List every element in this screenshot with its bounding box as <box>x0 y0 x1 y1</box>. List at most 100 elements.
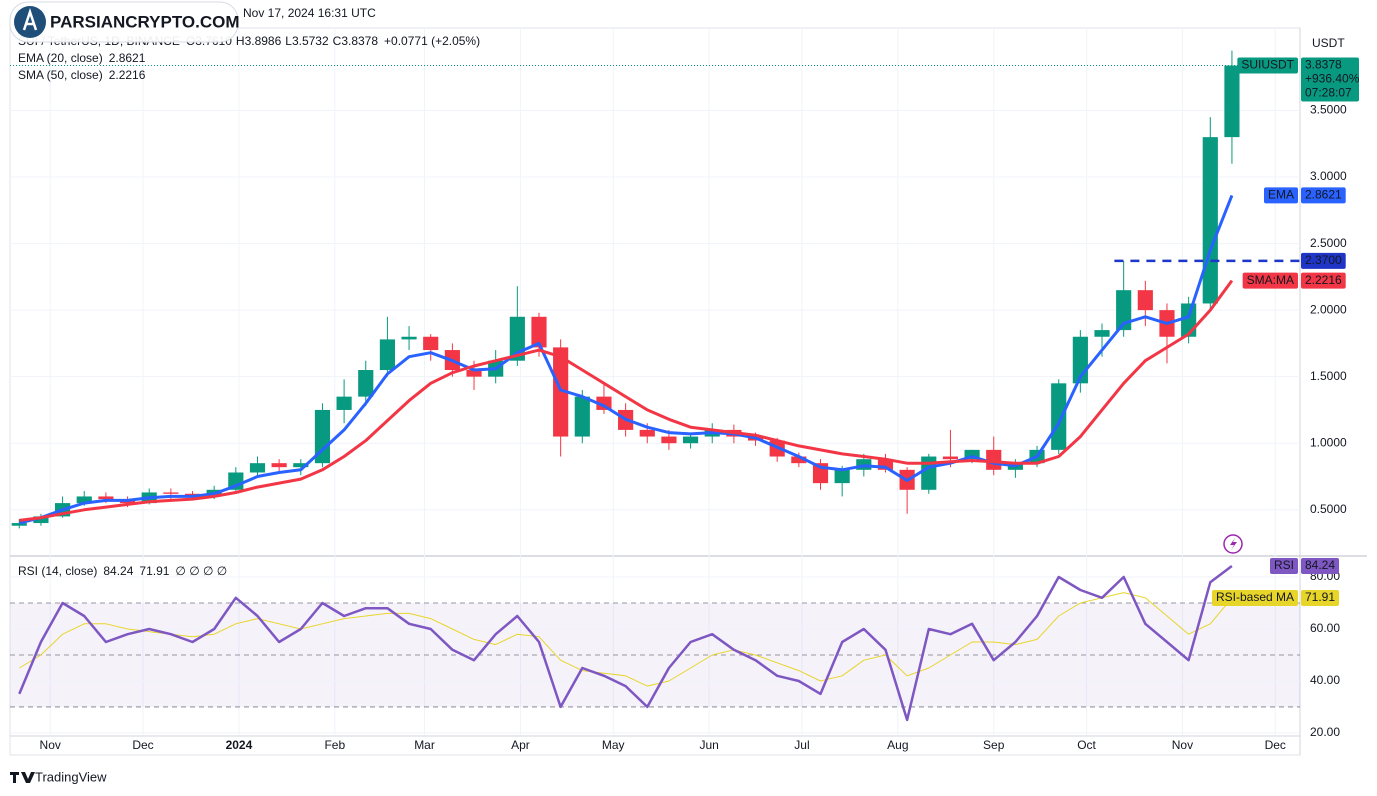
last-price: 3.8378 <box>1305 58 1342 72</box>
published: Nov 17, 2024 16:31 UTC <box>243 6 376 20</box>
ohlc-key: L <box>285 34 292 48</box>
candle-body <box>553 347 569 437</box>
y-tick-label: 1.0000 <box>1310 435 1347 449</box>
level-badge-text: 2.3700 <box>1305 253 1342 267</box>
alert-bolt[interactable] <box>1230 538 1237 550</box>
indicator-name-badge <box>1263 187 1298 204</box>
x-tick-label: Mar <box>414 738 435 752</box>
candle <box>379 316 395 377</box>
y-tick-label: 20.00 <box>1310 725 1340 739</box>
candle <box>1051 379 1067 454</box>
indicator-name-badge <box>1242 272 1298 289</box>
indicator-name-badge-text: EMA <box>1268 188 1294 202</box>
symbol-badge <box>1237 57 1298 74</box>
countdown: 07:28:07 <box>1305 86 1352 100</box>
candle-body <box>76 496 92 504</box>
series-name-badge <box>1269 557 1298 574</box>
candle-body <box>98 496 114 500</box>
candle <box>921 453 937 494</box>
candle-body <box>682 436 699 444</box>
last-price-badge <box>1301 57 1359 102</box>
candle-body <box>639 429 655 437</box>
candle-body <box>271 463 287 468</box>
currency-label: USDT <box>1312 36 1345 50</box>
candle-body <box>401 336 417 340</box>
legend-name: EMA (20, close) <box>18 51 103 65</box>
candle <box>293 459 309 476</box>
x-tick-label: May <box>602 738 625 752</box>
candle <box>249 456 266 477</box>
candle-body <box>314 409 331 464</box>
candle-body <box>163 492 179 494</box>
candle-body <box>358 370 374 397</box>
candle-body <box>423 336 439 351</box>
y-tick-label: 0.5000 <box>1310 502 1347 516</box>
y-tick-label: 60.00 <box>1310 621 1340 635</box>
candle-body <box>986 449 1002 470</box>
candle-body <box>1224 65 1240 138</box>
ohlc-value: 3.8378 <box>341 34 378 48</box>
legend-value: 2.8621 <box>109 51 146 65</box>
series-value-badge <box>1301 590 1340 607</box>
x-tick-label: 2024 <box>226 738 253 752</box>
candle-body <box>1094 330 1110 337</box>
indicator-line <box>18 194 1234 525</box>
candle <box>11 519 27 529</box>
rsi-line <box>19 592 1233 687</box>
ohlc-value: 3.8986 <box>245 34 282 48</box>
series-value-badge-text: 71.91 <box>1305 590 1335 604</box>
x-tick-label: Jun <box>699 738 718 752</box>
candle-body <box>1137 290 1153 311</box>
footer-text: TradingView <box>35 769 107 784</box>
candle <box>314 403 331 468</box>
x-tick-label: Jul <box>794 738 809 752</box>
candle-body <box>877 459 894 470</box>
candle-body <box>574 396 590 437</box>
y-tick-label: 2.5000 <box>1310 236 1347 250</box>
alert-icon[interactable] <box>1223 534 1243 554</box>
candle-body <box>834 469 850 484</box>
indicator-value-badge <box>1301 187 1346 204</box>
x-tick-label: Dec <box>132 738 153 752</box>
candle <box>1137 280 1153 327</box>
candle <box>401 326 417 351</box>
x-tick-label: Nov <box>40 738 61 752</box>
candle <box>423 334 439 361</box>
watermark-text: PARSIANCRYPTO.COM <box>50 12 240 31</box>
x-tick-label: Apr <box>511 738 530 752</box>
candle-body <box>942 456 959 460</box>
series-value-badge-text: 84.24 <box>1305 558 1335 572</box>
indicator-name-badge-text: SMA:MA <box>1247 273 1294 287</box>
candle-body <box>921 456 937 490</box>
candle <box>877 453 894 473</box>
rsi-line <box>18 565 1233 722</box>
footer: TradingView <box>10 769 107 784</box>
indicator-value-badge-text: 2.2216 <box>1305 273 1342 287</box>
indicator-value-badge-text: 2.8621 <box>1305 188 1342 202</box>
candle-body <box>336 396 352 410</box>
change: +0.0771 (+2.05%) <box>384 34 480 48</box>
candle-body <box>11 523 27 526</box>
indicator-line <box>19 279 1234 522</box>
x-tick-label: Feb <box>324 738 345 752</box>
legend-value: 2.2216 <box>109 68 146 82</box>
candle-body <box>1181 303 1197 337</box>
candle <box>358 360 374 406</box>
candle <box>1072 330 1088 393</box>
x-tick-label: Nov <box>1172 738 1193 752</box>
series-name-badge-text: RSI <box>1274 558 1294 572</box>
watermark-logo <box>14 6 46 38</box>
alert-circle[interactable] <box>1223 534 1243 554</box>
tradingview-logo <box>10 772 35 783</box>
series-value-badge <box>1301 557 1340 574</box>
candle-body <box>249 463 266 473</box>
candle-body <box>791 456 807 464</box>
symbol-badge-text: SUIUSDT <box>1241 58 1294 72</box>
candle-body <box>531 316 547 348</box>
series-name-badge-text: RSI-based MA <box>1216 590 1294 604</box>
ohlc-key: C <box>333 34 342 48</box>
indicator-value-badge <box>1301 272 1346 289</box>
candle-body <box>379 339 395 371</box>
y-tick-label: 3.0000 <box>1310 169 1347 183</box>
